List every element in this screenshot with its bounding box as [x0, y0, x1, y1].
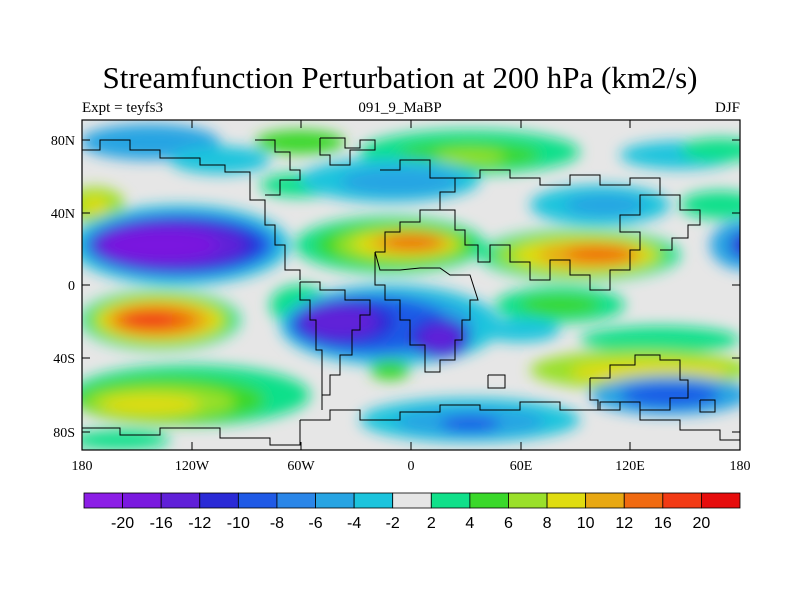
lon-label-60e: 60E	[510, 459, 533, 474]
colorbar-swatch	[83, 492, 123, 509]
lon-label-120e: 120E	[615, 459, 645, 474]
colorbar-swatch	[430, 492, 471, 509]
lat-label-80n: 80N	[51, 134, 75, 149]
lon-label-60w: 60W	[287, 459, 315, 474]
colorbar-label: 2	[427, 515, 436, 532]
lat-label-eq: 0	[68, 279, 75, 294]
colorbar-label: -16	[150, 515, 173, 532]
colorbar-swatch	[353, 492, 394, 509]
lat-label-40n: 40N	[51, 207, 75, 222]
colorbar-label: -4	[347, 515, 361, 532]
colorbar-label: 12	[615, 515, 633, 532]
colorbar-label: -8	[270, 515, 284, 532]
colorbar-label: -20	[111, 515, 134, 532]
colorbar-swatch	[122, 492, 162, 509]
colorbar-swatch	[662, 492, 702, 509]
experiment-label: Expt = teyfs3	[82, 100, 163, 116]
colorbar-label: -6	[308, 515, 322, 532]
colorbar-swatch	[276, 492, 316, 509]
run-label: 091_9_MaBP	[358, 100, 442, 116]
lat-label-40s: 40S	[53, 352, 75, 367]
colorbar-label: -10	[227, 515, 250, 532]
colorbar: -20 -16 -12 -10 -8 -6 -4 -2 2 4 6 8 10 12 16 20	[83, 492, 741, 532]
lon-label-180e: 180	[730, 459, 751, 474]
colorbar-label: 10	[577, 515, 595, 532]
colorbar-swatch	[315, 492, 355, 509]
colorbar-swatch	[508, 492, 548, 509]
lat-label-80s: 80S	[53, 426, 75, 441]
colorbar-label: 20	[693, 515, 711, 532]
colorbar-label: 16	[654, 515, 672, 532]
coastlines	[82, 137, 740, 446]
colorbar-swatch	[199, 492, 239, 509]
colorbar-label: -2	[386, 515, 400, 532]
colorbar-swatch	[160, 492, 201, 509]
colorbar-swatch	[701, 492, 741, 509]
colorbar-label: 4	[465, 515, 474, 532]
colorbar-swatch	[392, 492, 432, 509]
colorbar-swatch	[546, 492, 587, 509]
map-title: Streamfunction Perturbation at 200 hPa (…	[102, 60, 698, 95]
colorbar-swatch	[237, 492, 278, 509]
colorbar-label: 8	[543, 515, 552, 532]
lon-label-0: 0	[408, 459, 415, 474]
axis-ticks	[81, 120, 741, 450]
colorbar-swatch	[585, 492, 625, 509]
colorbar-label: 6	[504, 515, 513, 532]
season-label: DJF	[714, 100, 740, 116]
colorbar-label: -12	[188, 515, 211, 532]
colorbar-swatch	[623, 492, 664, 509]
lon-label-180w: 180	[72, 459, 93, 474]
colorbar-swatch	[469, 492, 509, 509]
contour-field	[82, 124, 740, 450]
lon-label-120w: 120W	[175, 459, 210, 474]
lat-tick-labels: 80N 40N 0 40S 80S	[51, 134, 75, 441]
lon-tick-labels: 180 120W 60W 0 60E 120E 180	[72, 459, 751, 474]
